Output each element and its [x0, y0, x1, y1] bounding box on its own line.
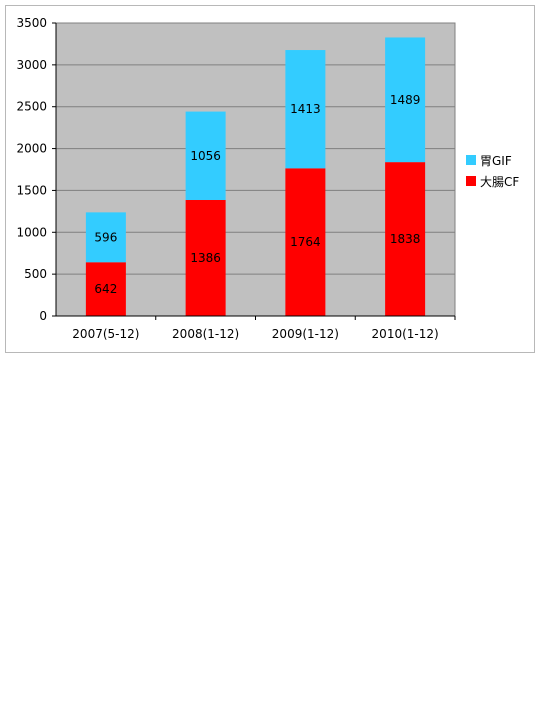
y-tick-label: 0 — [39, 309, 47, 323]
data-label: 1764 — [290, 235, 321, 249]
bars — [85, 37, 426, 316]
x-tick-label: 2008(1-12) — [172, 327, 239, 341]
data-label: 1413 — [290, 102, 321, 116]
y-tick-label: 500 — [24, 267, 47, 281]
bar-segment — [185, 111, 226, 200]
legend-swatch — [466, 176, 476, 186]
y-tick-label: 2000 — [16, 142, 47, 156]
bar-segment — [385, 37, 426, 163]
data-label: 1056 — [190, 149, 221, 163]
x-tick-label: 2007(5-12) — [72, 327, 139, 341]
data-label: 1386 — [190, 251, 221, 265]
x-axis: 2007(5-12) 2008(1-12) 2009(1-12) 2010(1-12) — [56, 315, 456, 341]
y-tick-label: 3500 — [16, 16, 47, 30]
y-tick-label: 3000 — [16, 58, 47, 72]
bar-segment — [185, 199, 226, 316]
bar-segment — [85, 262, 126, 316]
x-tick-label: 2009(1-12) — [272, 327, 339, 341]
bar-segment — [85, 212, 126, 263]
data-label: 1838 — [390, 232, 421, 246]
bar-segment — [285, 50, 326, 169]
legend-label: 胃GIF — [480, 154, 512, 168]
legend-label: 大腸CF — [480, 175, 519, 189]
bar-segment — [285, 168, 326, 316]
data-label: 642 — [94, 282, 117, 296]
y-tick-label: 1000 — [16, 225, 47, 239]
y-tick-label: 1500 — [16, 183, 47, 197]
data-label: 596 — [94, 230, 117, 244]
bar-segment — [385, 162, 426, 316]
legend: 胃GIF 大腸CF — [466, 154, 519, 189]
data-labels: 642 596 1386 1056 1764 1413 1838 1489 — [94, 93, 420, 296]
x-tick-label: 2010(1-12) — [372, 327, 439, 341]
y-axis: 0 500 1000 1500 2000 2500 3000 3500 — [16, 16, 57, 323]
legend-swatch — [466, 155, 476, 165]
y-tick-label: 2500 — [16, 100, 47, 114]
data-label: 1489 — [390, 93, 421, 107]
